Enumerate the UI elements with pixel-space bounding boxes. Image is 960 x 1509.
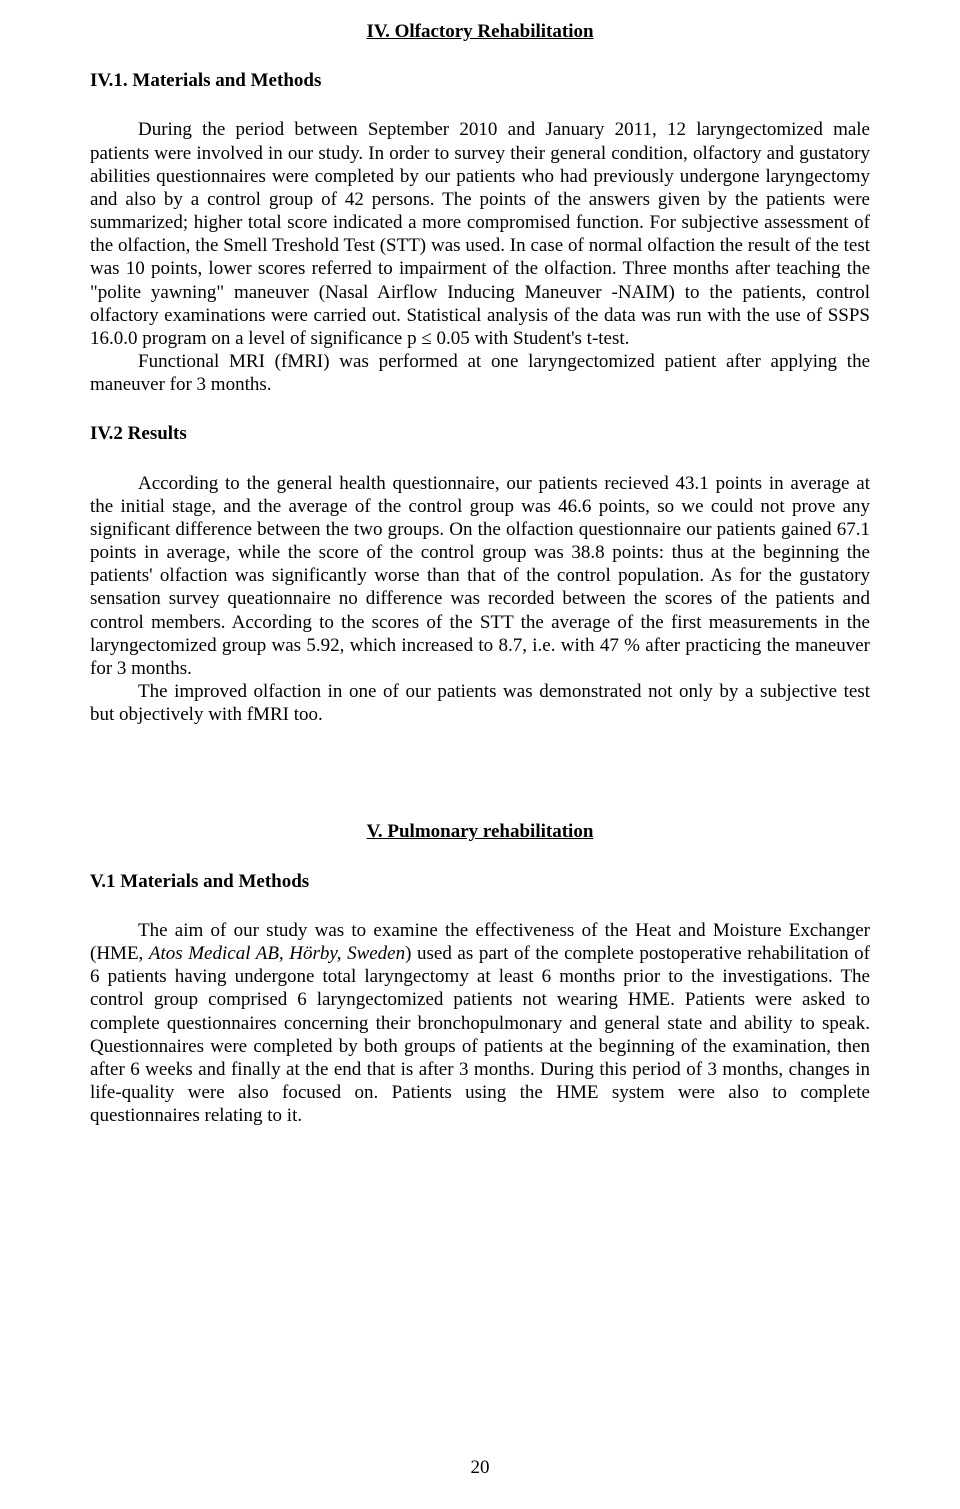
- section-4-1-paragraph-2: Functional MRI (fMRI) was performed at o…: [90, 350, 870, 396]
- section-5-1-paragraph-1: The aim of our study was to examine the …: [90, 919, 870, 1128]
- p5-text-suffix: ) used as part of the complete postopera…: [90, 943, 870, 1126]
- section-4-2-paragraph-2: The improved olfaction in one of our pat…: [90, 680, 870, 726]
- p5-text-italic: Atos Medical AB, Hörby, Sweden: [149, 943, 405, 964]
- subsection-4-1-heading: IV.1. Materials and Methods: [90, 69, 870, 92]
- section-5-title: V. Pulmonary rehabilitation: [90, 820, 870, 843]
- subsection-5-1-heading: V.1 Materials and Methods: [90, 870, 870, 893]
- page-number: 20: [0, 1456, 960, 1479]
- section-4-2-paragraph-1: According to the general health question…: [90, 472, 870, 681]
- section-4-1-paragraph-1: During the period between September 2010…: [90, 118, 870, 350]
- section-4-title: IV. Olfactory Rehabilitation: [90, 20, 870, 43]
- document-page: IV. Olfactory Rehabilitation IV.1. Mater…: [0, 0, 960, 1509]
- subsection-4-2-heading: IV.2 Results: [90, 422, 870, 445]
